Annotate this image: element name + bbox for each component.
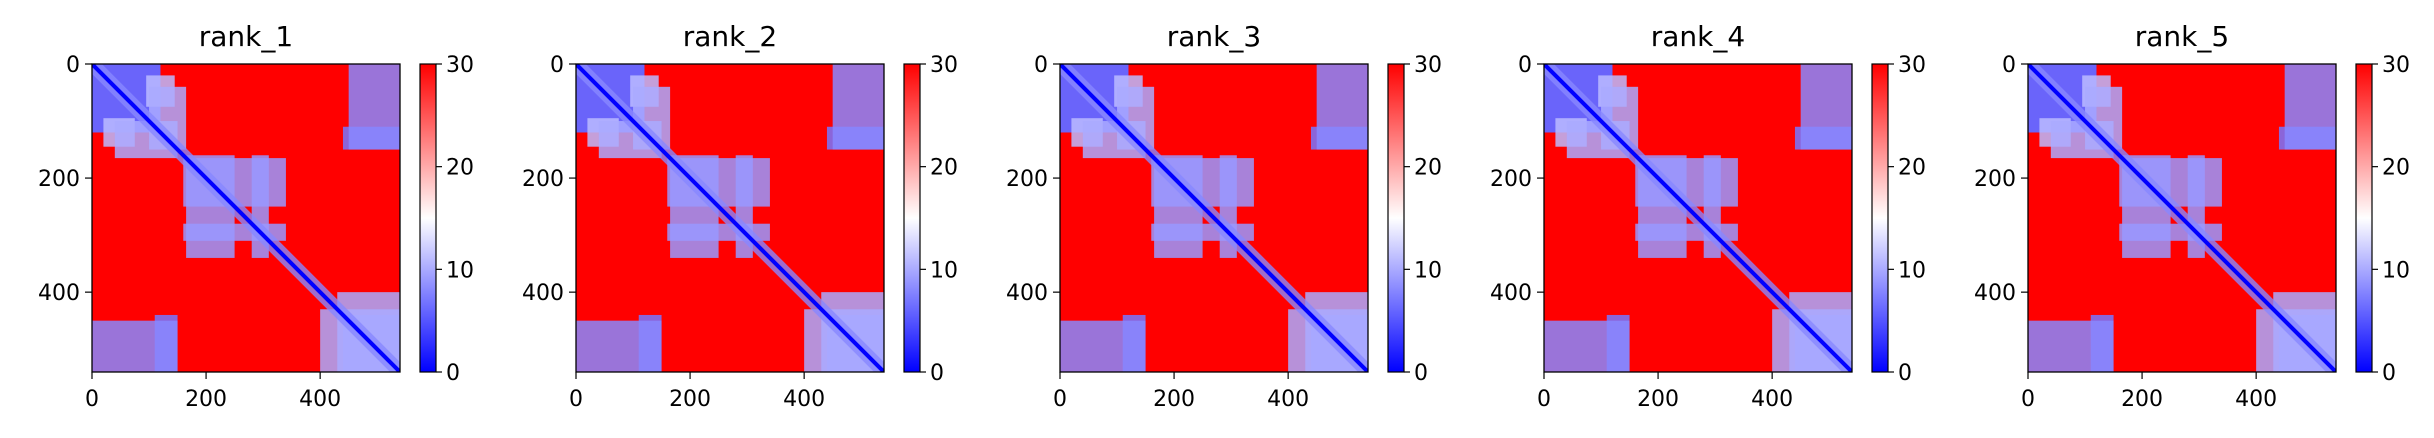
- colorbar-tick-label: 20: [930, 156, 958, 181]
- axes-frame: [1059, 63, 1369, 373]
- colorbar-tick-label: 0: [2382, 361, 2396, 386]
- x-tick-label: 200: [669, 387, 711, 412]
- colorbar: [2355, 63, 2373, 373]
- chart-title: rank_3: [1167, 20, 1261, 53]
- heatmap-cells: [576, 64, 884, 372]
- colorbar-tick-label: 0: [1898, 361, 1912, 386]
- heatmap-cells: [92, 64, 400, 372]
- colorbar-tick-label: 10: [446, 258, 474, 283]
- axes-frame: [1543, 63, 1853, 373]
- x-tick-label: 0: [1053, 387, 1067, 412]
- x-tick-label: 200: [2121, 387, 2163, 412]
- heatmap-block: [2028, 320, 2114, 372]
- colorbar-tick-label: 30: [930, 53, 958, 78]
- y-tick-label: 400: [38, 281, 80, 306]
- x-tick-label: 200: [1153, 387, 1195, 412]
- y-tick-label: 200: [1974, 167, 2016, 192]
- heatmap-diagonal: [1544, 64, 1852, 372]
- heatmap-diagonal: [92, 64, 400, 372]
- heatmap-block: [576, 320, 662, 372]
- panel-rank_5: rank_5 0 200 400 0 200 400 0 10 20 30: [1974, 20, 2410, 412]
- y-tick-label: 200: [522, 167, 564, 192]
- heatmap-block: [1800, 64, 1852, 150]
- axes-frame: [2027, 63, 2337, 373]
- chart-title: rank_5: [2135, 20, 2229, 53]
- colorbar-tick-label: 20: [1898, 156, 1926, 181]
- panel-rank_1: rank_1 0 200 400 0 200 400 0 10 20 30: [38, 20, 474, 412]
- y-tick-label: 400: [522, 281, 564, 306]
- panel-rank_3: rank_3 0 200 400 0 200 400 0 10 20 30: [1006, 20, 1442, 412]
- x-tick-label: 200: [1637, 387, 1679, 412]
- y-tick-label: 0: [2002, 53, 2016, 78]
- y-tick-label: 0: [1034, 53, 1048, 78]
- heatmap-block: [2284, 64, 2336, 150]
- heatmap-diagonal: [2028, 64, 2336, 372]
- colorbar-tick-label: 10: [1414, 258, 1442, 283]
- x-tick-label: 200: [185, 387, 227, 412]
- axes-frame: [91, 63, 401, 373]
- heatmap-block: [832, 64, 884, 150]
- y-tick-label: 400: [1974, 281, 2016, 306]
- colorbar-tick-label: 30: [446, 53, 474, 78]
- heatmap-block: [1544, 320, 1630, 372]
- y-tick-label: 400: [1490, 281, 1532, 306]
- colorbar-tick-label: 20: [1414, 156, 1442, 181]
- y-tick-label: 200: [1006, 167, 1048, 192]
- colorbar-tick-label: 20: [2382, 156, 2410, 181]
- x-tick-label: 0: [85, 387, 99, 412]
- y-tick-label: 200: [1490, 167, 1532, 192]
- colorbar-tick-label: 20: [446, 156, 474, 181]
- colorbar: [1387, 63, 1405, 373]
- colorbar: [419, 63, 437, 373]
- x-tick-label: 400: [1267, 387, 1309, 412]
- x-tick-label: 400: [2235, 387, 2277, 412]
- heatmap-cells: [2028, 64, 2336, 372]
- heatmap-block: [92, 320, 178, 372]
- x-tick-label: 400: [299, 387, 341, 412]
- heatmap-diagonal: [576, 64, 884, 372]
- heatmap-cells: [1060, 64, 1368, 372]
- chart-title: rank_1: [199, 20, 293, 53]
- heatmap-block: [1060, 320, 1146, 372]
- chart-title: rank_4: [1651, 20, 1745, 53]
- heatmap-cells: [1544, 64, 1852, 372]
- x-tick-label: 0: [1537, 387, 1551, 412]
- y-tick-label: 0: [66, 53, 80, 78]
- y-tick-label: 0: [1518, 53, 1532, 78]
- heatmap-diagonal: [1060, 64, 1368, 372]
- colorbar: [1871, 63, 1889, 373]
- axes-frame: [575, 63, 885, 373]
- colorbar: [903, 63, 921, 373]
- panel-rank_2: rank_2 0 200 400 0 200 400 0 10 20 30: [522, 20, 958, 412]
- heatmap-block: [1316, 64, 1368, 150]
- colorbar-tick-label: 30: [1898, 53, 1926, 78]
- x-tick-label: 0: [2021, 387, 2035, 412]
- colorbar-tick-label: 10: [1898, 258, 1926, 283]
- x-tick-label: 400: [1751, 387, 1793, 412]
- y-tick-label: 200: [38, 167, 80, 192]
- colorbar-tick-label: 0: [1414, 361, 1428, 386]
- y-tick-label: 400: [1006, 281, 1048, 306]
- colorbar-tick-label: 0: [446, 361, 460, 386]
- colorbar-tick-label: 10: [930, 258, 958, 283]
- heatmap-block: [348, 64, 400, 150]
- colorbar-tick-label: 30: [2382, 53, 2410, 78]
- chart-title: rank_2: [683, 20, 777, 53]
- colorbar-tick-label: 0: [930, 361, 944, 386]
- colorbar-tick-label: 10: [2382, 258, 2410, 283]
- y-tick-label: 0: [550, 53, 564, 78]
- x-tick-label: 400: [783, 387, 825, 412]
- colorbar-tick-label: 30: [1414, 53, 1442, 78]
- panel-rank_4: rank_4 0 200 400 0 200 400 0 10 20 30: [1490, 20, 1926, 412]
- x-tick-label: 0: [569, 387, 583, 412]
